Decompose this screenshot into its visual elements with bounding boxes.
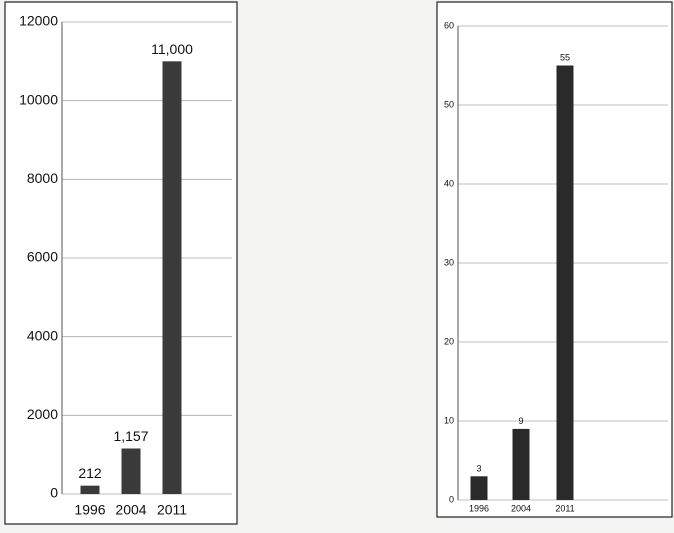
x-tick-label: 2011: [157, 502, 187, 518]
x-tick-label: 1996: [74, 502, 105, 518]
y-tick-label: 40: [444, 178, 454, 188]
data-label: 11,000: [151, 41, 193, 57]
x-tick-label: 2004: [511, 503, 531, 513]
x-tick-label: 2004: [115, 502, 146, 518]
data-label: 9: [518, 416, 523, 426]
bar: [121, 448, 141, 494]
data-label: 3: [476, 463, 481, 473]
y-tick-label: 6000: [27, 249, 58, 265]
x-tick-label: 1996: [469, 503, 489, 513]
y-tick-label: 10: [444, 415, 454, 425]
y-tick-label: 12000: [19, 13, 58, 29]
chart-frame: [436, 1, 673, 518]
y-tick-label: 10000: [19, 91, 58, 107]
y-tick-label: 60: [444, 20, 454, 30]
data-label: 55: [560, 53, 570, 63]
y-tick-label: 8000: [27, 170, 58, 186]
y-tick-label: 50: [444, 99, 454, 109]
bar: [556, 65, 574, 500]
y-tick-label: 0: [449, 494, 454, 504]
bar: [162, 61, 182, 494]
bar: [470, 476, 488, 500]
y-tick-label: 20: [444, 336, 454, 346]
y-tick-label: 30: [444, 257, 454, 267]
y-tick-label: 2000: [27, 406, 58, 422]
bar: [80, 485, 100, 494]
data-label: 1,157: [113, 428, 148, 444]
chart-frame: [4, 1, 238, 525]
y-tick-label: 4000: [27, 327, 58, 343]
bar: [512, 428, 530, 500]
data-label: 212: [78, 465, 102, 481]
x-tick-label: 2011: [555, 503, 574, 513]
y-tick-label: 0: [50, 485, 58, 501]
